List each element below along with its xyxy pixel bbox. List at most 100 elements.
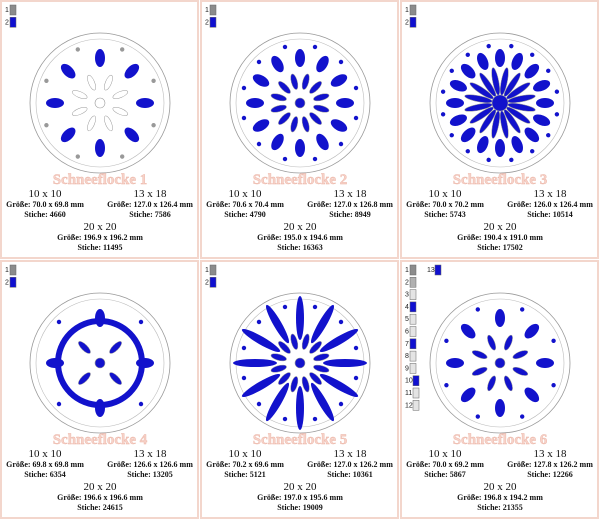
color-swatch: [209, 4, 217, 16]
petal: [241, 373, 281, 398]
petal: [301, 116, 310, 133]
size-dimensions: Größe: 127.0 x 126.4 mm: [107, 200, 193, 209]
petal: [512, 350, 529, 359]
outline: [229, 292, 371, 434]
size-name: 20 x 20: [284, 481, 318, 493]
petal: [87, 74, 96, 91]
petal: [460, 387, 476, 403]
size-dimensions: Größe: 195.0 x 194.6 mm: [257, 233, 343, 242]
dot: [530, 52, 535, 57]
size-dimensions: Größe: 70.0 x 69.2 mm: [406, 460, 484, 469]
petal: [511, 52, 523, 70]
color-swatch: [409, 326, 417, 337]
petal: [524, 63, 540, 79]
swatch-label: 7: [405, 341, 409, 348]
dot: [119, 47, 125, 52]
size-name: 10 x 10: [229, 448, 263, 460]
size-dimensions: Größe: 196.9 x 196.2 mm: [57, 233, 143, 242]
petal: [309, 81, 322, 94]
size-dimensions: Größe: 70.0 x 69.8 mm: [6, 200, 84, 209]
color-swatch: [9, 17, 17, 28]
dot: [241, 85, 247, 91]
dot: [282, 44, 288, 50]
product-title: Schneeflocke 6: [453, 432, 548, 448]
center: [494, 357, 506, 369]
embroidery-design: [429, 292, 571, 434]
dot: [444, 382, 449, 388]
petal: [104, 115, 113, 132]
petal: [316, 133, 329, 151]
dot: [312, 156, 318, 162]
size-dimensions: Größe: 127.8 x 126.2 mm: [507, 460, 593, 469]
stitch-count: Stiche: 6354: [24, 470, 66, 479]
dot: [282, 304, 288, 310]
swatch-label: 1: [5, 267, 9, 274]
petal: [252, 119, 270, 132]
swatch-label: 2: [405, 19, 409, 26]
color-swatch: [9, 4, 17, 16]
petal: [60, 63, 76, 79]
petal: [330, 74, 348, 87]
petal: [124, 127, 140, 143]
petal: [524, 127, 540, 143]
card-border: [0, 260, 199, 519]
petal: [296, 386, 304, 430]
dot: [551, 338, 556, 344]
petal: [271, 55, 284, 73]
center: [94, 357, 106, 369]
swatch-label: 11: [405, 390, 412, 397]
dot: [509, 43, 514, 49]
petal: [471, 350, 488, 359]
size-name: 13 x 18: [534, 448, 568, 460]
dot: [449, 133, 454, 138]
size-dimensions: Größe: 197.0 x 195.6 mm: [257, 493, 343, 502]
color-swatch: [412, 387, 420, 399]
petal: [290, 73, 299, 90]
outline: [229, 32, 371, 174]
petal: [495, 49, 505, 67]
dot: [440, 89, 446, 94]
petal: [477, 52, 489, 70]
dot: [546, 68, 551, 73]
center: [294, 357, 306, 369]
petal: [95, 49, 105, 67]
petal: [278, 372, 291, 385]
dot: [75, 154, 81, 159]
outline: [429, 32, 571, 174]
petal: [290, 116, 299, 133]
color-swatch: [409, 313, 417, 325]
color-swatch: [434, 264, 442, 276]
petal: [104, 74, 113, 91]
center: [491, 94, 509, 112]
dot: [338, 59, 344, 65]
size-dimensions: Größe: 70.2 x 69.6 mm: [206, 460, 284, 469]
petal: [112, 107, 129, 116]
stitch-count: Stiche: 5867: [424, 470, 466, 479]
size-dimensions: Größe: 126.6 x 126.6 mm: [107, 460, 193, 469]
petal: [495, 139, 505, 157]
stitch-count: Stiche: 12266: [527, 470, 573, 479]
petal: [313, 104, 330, 113]
petal: [87, 115, 96, 132]
petal: [252, 74, 270, 87]
size-name: 10 x 10: [29, 448, 63, 460]
dot: [241, 115, 247, 121]
color-swatch: [409, 350, 417, 362]
dot: [56, 319, 62, 325]
petal: [290, 333, 299, 350]
dot: [256, 401, 262, 407]
petal: [112, 90, 129, 99]
petal: [78, 341, 91, 354]
stitch-count: Stiche: 11495: [77, 243, 122, 252]
dot: [312, 304, 318, 310]
petal: [278, 112, 291, 125]
dot: [256, 319, 262, 325]
petal: [460, 323, 476, 339]
ring: [55, 318, 145, 408]
size-name: 13 x 18: [534, 188, 568, 200]
swatch-label: 1: [5, 7, 9, 14]
dot: [546, 133, 551, 138]
dot: [353, 375, 359, 381]
color-swatch: [409, 277, 417, 288]
